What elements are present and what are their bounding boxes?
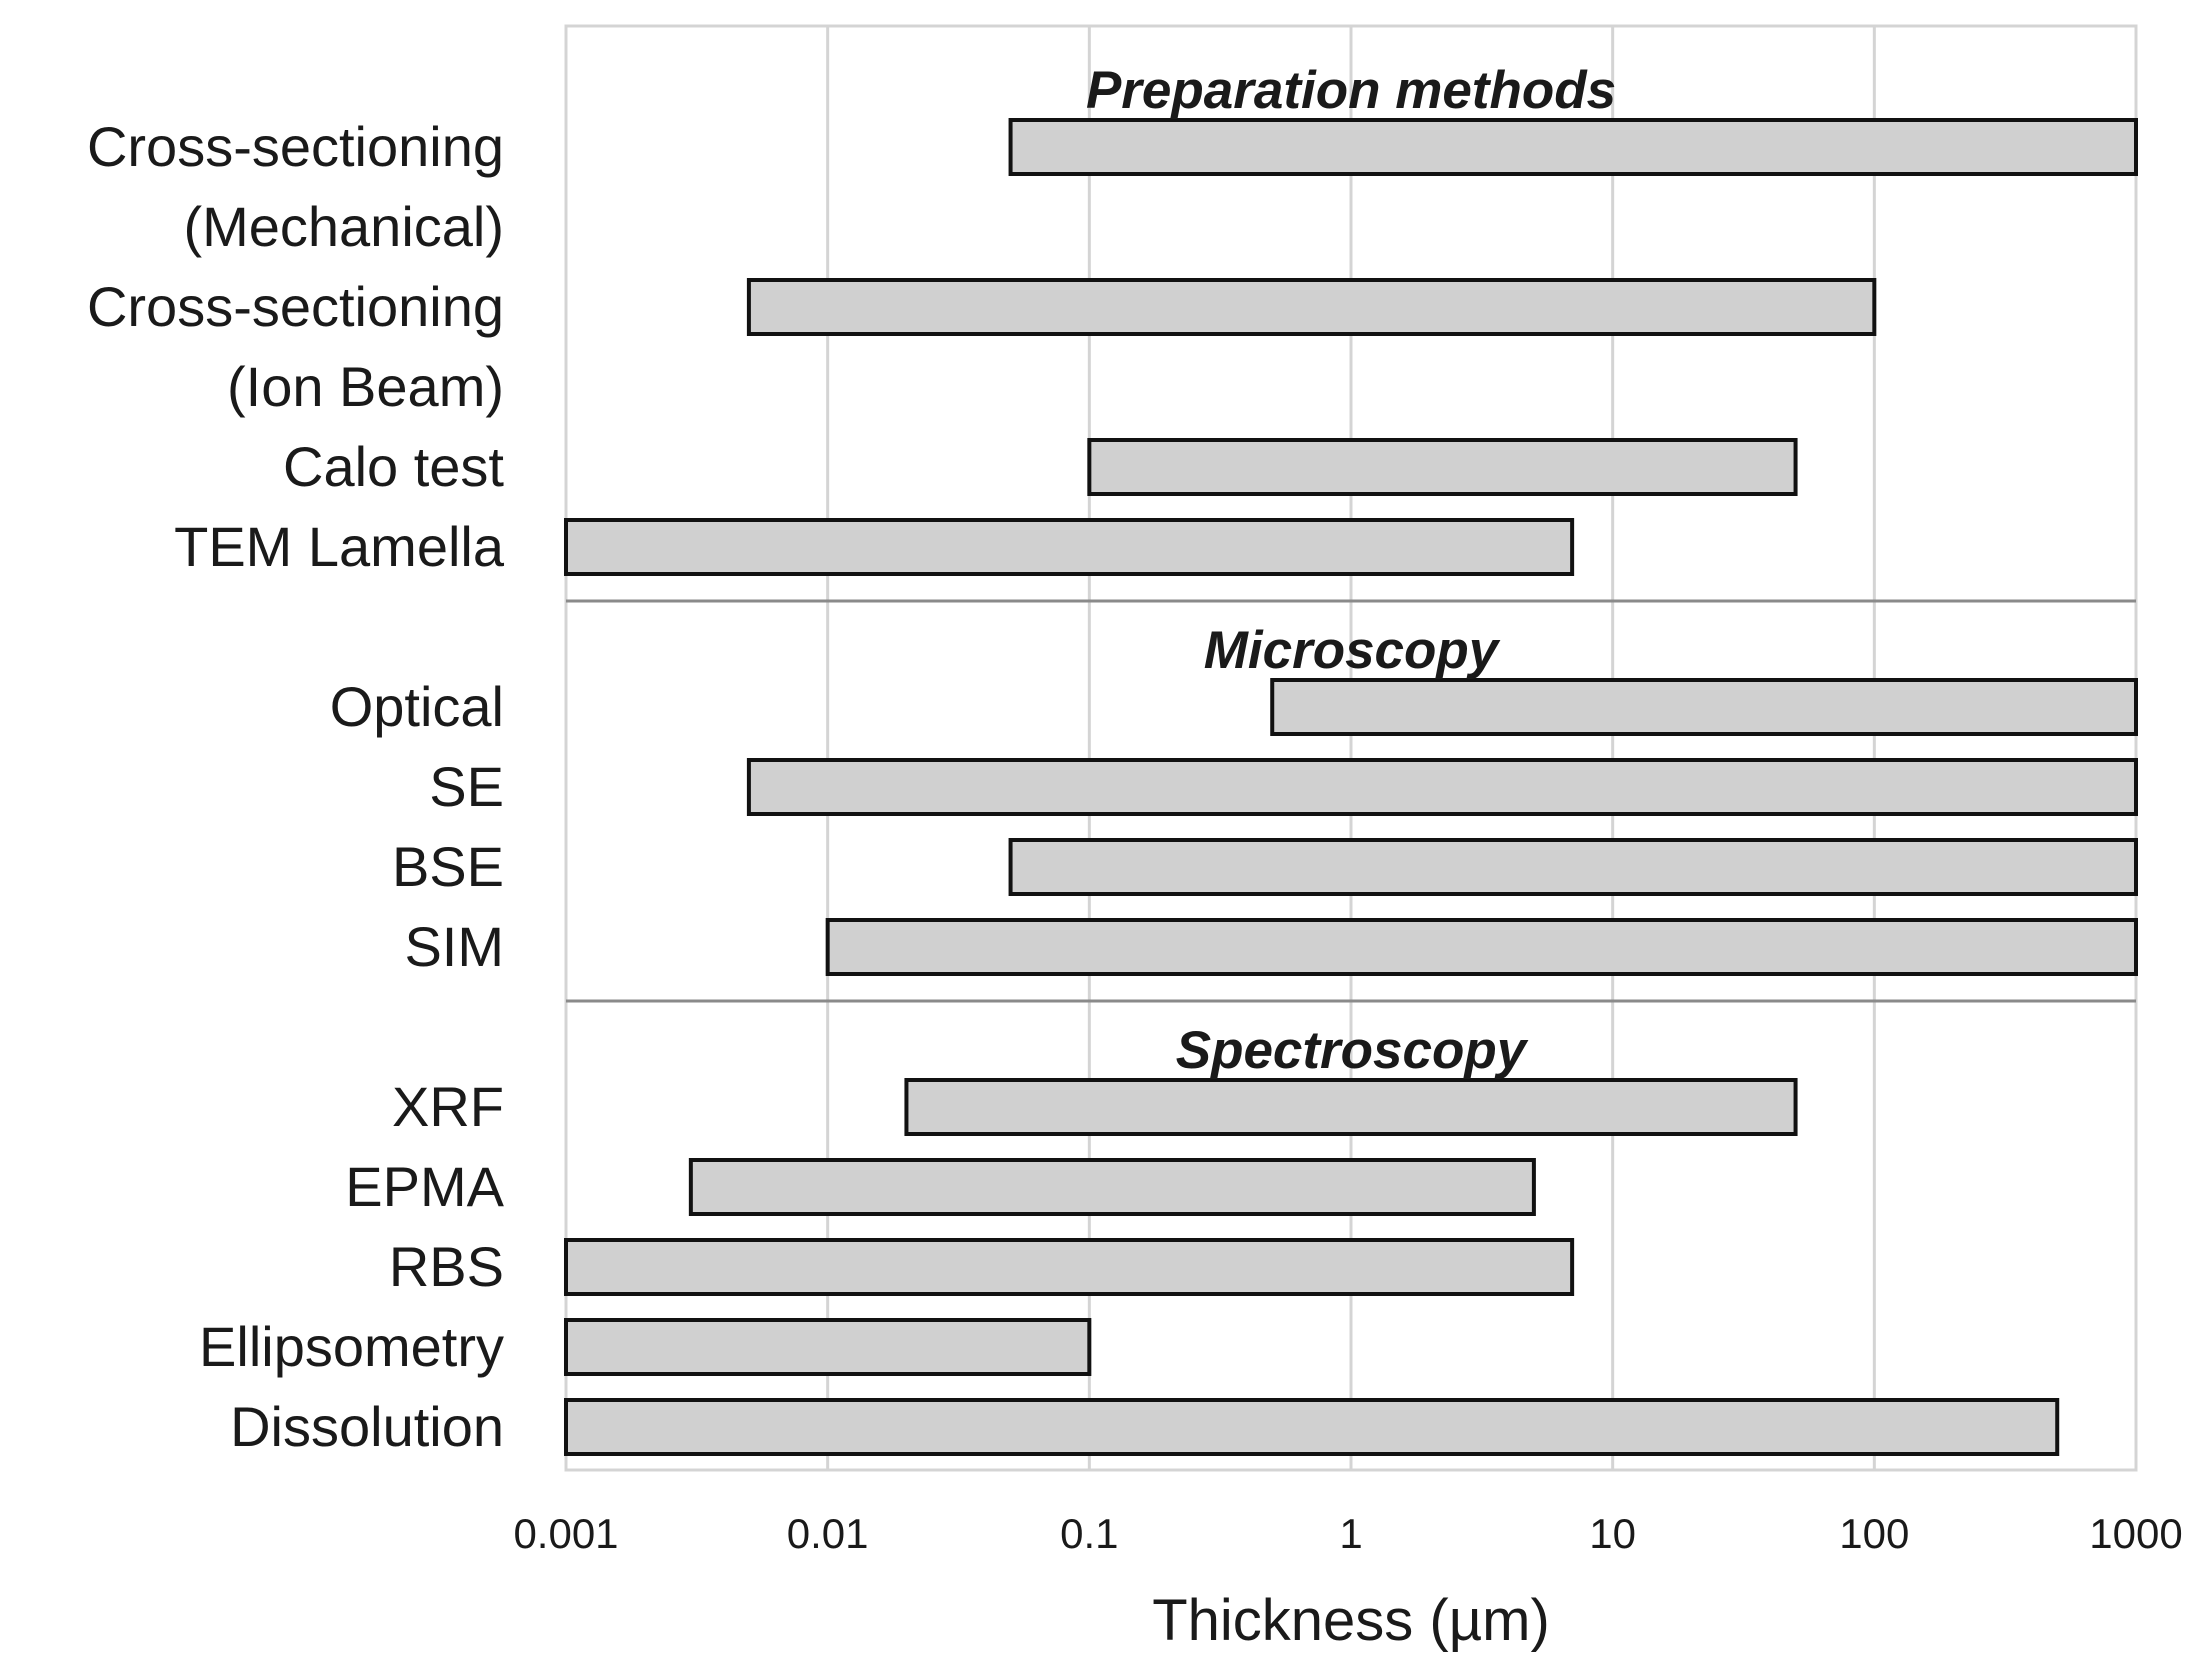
row-label: TEM Lamella	[174, 515, 505, 578]
row-label: XRF	[392, 1075, 504, 1138]
range-bar	[1270, 678, 2138, 736]
row-label: RBS	[389, 1235, 504, 1298]
row-label: SIM	[404, 915, 504, 978]
row-label: BSE	[392, 835, 504, 898]
row-label: (Mechanical)	[183, 195, 504, 258]
row-label: Dissolution	[230, 1395, 504, 1458]
x-axis-title: Thickness (µm)	[1152, 1588, 1550, 1653]
section-separators	[566, 599, 2136, 1003]
row-label: SE	[429, 755, 504, 818]
range-bar	[564, 518, 1575, 576]
x-tick-label: 0.001	[513, 1510, 618, 1557]
x-tick-label: 1	[1339, 1510, 1362, 1557]
row-label: Ellipsometry	[199, 1315, 504, 1378]
x-tick-label: 0.1	[1060, 1510, 1118, 1557]
range-bar	[904, 1078, 1798, 1136]
range-bar	[564, 1318, 1092, 1376]
row-label: (Ion Beam)	[227, 355, 504, 418]
range-bars	[564, 118, 2139, 1456]
range-bar	[1008, 118, 2138, 176]
row-label: Cross-sectioning	[87, 275, 504, 338]
range-bar	[1087, 438, 1798, 496]
range-bar	[746, 278, 1877, 336]
section-title: Microscopy	[1204, 621, 1501, 680]
range-bar	[688, 1158, 1536, 1216]
range-bar	[564, 1238, 1575, 1296]
row-label: EPMA	[345, 1155, 504, 1218]
range-bar	[1008, 838, 2138, 896]
range-bar	[564, 1398, 2060, 1456]
range-bar	[825, 918, 2139, 976]
plot-frame	[564, 24, 2138, 1472]
x-tick-label: 1000	[2089, 1510, 2182, 1557]
section-title: Preparation methods	[1086, 61, 1616, 120]
x-tick-labels: 0.001 0.01 0.1 1 10 100 1000	[513, 1510, 2182, 1557]
row-label: Cross-sectioning	[87, 115, 504, 178]
x-tick-label: 100	[1839, 1510, 1909, 1557]
x-tick-label: 0.01	[787, 1510, 869, 1557]
row-label: Calo test	[283, 435, 504, 498]
row-label: Optical	[330, 675, 504, 738]
x-tick-label: 10	[1589, 1510, 1636, 1557]
range-bar	[746, 758, 2139, 816]
row-labels: Cross-sectioning (Mechanical) Cross-sectio…	[87, 115, 505, 1458]
section-title: Spectroscopy	[1176, 1021, 1529, 1080]
section-titles: Preparation methods Microscopy Spectroscop…	[1086, 61, 1616, 1080]
